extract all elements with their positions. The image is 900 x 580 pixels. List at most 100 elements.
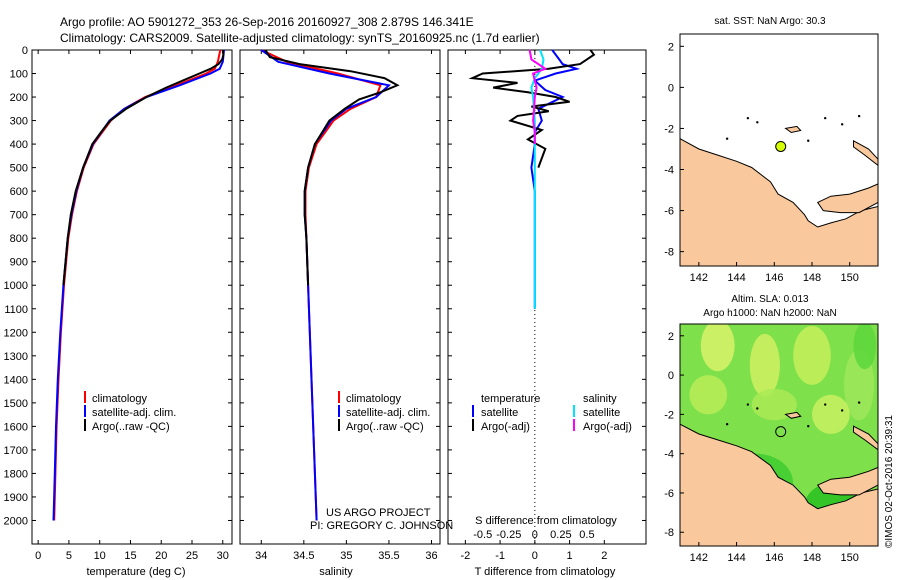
y-tick-label: -8 [664, 527, 674, 539]
series-line [528, 49, 548, 145]
project-credit: US ARGO PROJECT [326, 507, 431, 519]
y-tick-label: 1900 [4, 492, 28, 504]
difference-xlabel-top: S difference from climatology [475, 515, 617, 527]
x-tick-label: 36 [425, 550, 437, 562]
y-tick-label: -4 [664, 165, 674, 177]
y-tick-label: 0 [668, 82, 674, 94]
map-frame [679, 33, 879, 267]
legend-group-temperature: temperature [481, 393, 540, 405]
land-new-ireland [853, 139, 878, 167]
sla-anomaly-blob [749, 333, 780, 397]
y-tick-label: -6 [664, 206, 674, 218]
x-tick-label: 35 [340, 550, 352, 562]
y-tick-label: 1800 [4, 468, 28, 480]
x-tick-label: 0 [35, 550, 41, 562]
y-tick-label: 600 [10, 186, 28, 198]
land-new-ireland [853, 425, 878, 451]
sla-anomaly-blob [700, 324, 735, 372]
plot-frame [31, 49, 233, 545]
series-line [53, 49, 222, 521]
legend-label-t-satellite: satellite [481, 407, 518, 419]
series-line [260, 49, 392, 521]
title-line-1: Argo profile: AO 5901272_353 26-Sep-2016… [60, 15, 474, 29]
sla-anomaly-blob [853, 324, 877, 370]
sst-map-title: sat. SST: NaN Argo: 30.3 [714, 16, 826, 27]
y-tick-label: -6 [664, 488, 674, 500]
land-new-britain [816, 466, 878, 496]
y-tick-label: 1000 [4, 280, 28, 292]
islet [746, 116, 750, 120]
land-new-guinea [680, 138, 878, 266]
islet [807, 139, 810, 142]
islet [807, 424, 810, 428]
y-tick-label: 800 [10, 233, 28, 245]
legend-label-satellite: satellite-adj. clim. [92, 407, 176, 419]
y-tick-label: 500 [10, 163, 28, 175]
x-tick-label: 10 [94, 550, 106, 562]
y-tick-label: 1700 [4, 445, 28, 457]
x-tick-label-top: -0.25 [496, 529, 521, 541]
argo-float-marker [775, 140, 787, 152]
sla-map-panel: 142 144 146 148 150 2 0 -2 -4 -6 -8 [664, 323, 879, 564]
land-manus [784, 411, 802, 419]
islet [725, 422, 729, 426]
y-tick-label: -2 [664, 123, 674, 135]
x-tick-label: 144 [727, 272, 745, 284]
y-tick-label: 100 [10, 69, 28, 81]
x-tick-label: 146 [765, 552, 783, 564]
y-tick-label: 0 [22, 45, 28, 57]
y-tick-label: -2 [664, 409, 674, 421]
salinity-legend: climatology satellite-adj. clim. Argo(..… [338, 391, 430, 433]
x-tick-label: 148 [803, 272, 821, 284]
x-tick-label: 34 [255, 550, 267, 562]
legend-label-climatology: climatology [346, 393, 402, 405]
x-tick-label: 142 [690, 552, 708, 564]
x-tick-label: 15 [124, 550, 136, 562]
x-tick-label: -1 [495, 550, 505, 562]
islet [840, 123, 844, 126]
sla-map-subtitle: Argo h1000: NaN h2000: NaN [703, 308, 836, 319]
plot-frame [447, 49, 647, 545]
x-tick-label: -2 [460, 550, 470, 562]
series-line [468, 49, 596, 168]
sst-map-panel: 142 144 146 148 150 2 0 -2 -4 -6 -8 [664, 33, 879, 284]
y-tick-label: 1100 [4, 304, 28, 316]
x-tick-label: 35.5 [378, 550, 399, 562]
islet [824, 403, 827, 406]
y-tick-label: 1600 [4, 421, 28, 433]
y-tick-label: -8 [664, 247, 674, 259]
y-tick-label: 2 [668, 331, 674, 343]
difference-xlabel-bottom: T difference from climatology [475, 566, 616, 578]
series-line [530, 49, 545, 309]
y-tick-label: 1300 [4, 351, 28, 363]
temperature-legend: climatology satellite-adj. clim. Argo(..… [84, 391, 176, 433]
sla-anomaly-blob [812, 394, 850, 435]
islet [725, 137, 729, 140]
temperature-panel: 0100200300400500600700800900100011001200… [4, 45, 233, 562]
sla-anomaly-blob [751, 388, 797, 421]
series-line [62, 49, 225, 286]
map-content [680, 324, 878, 546]
islet [756, 407, 759, 410]
islet [857, 401, 861, 404]
y-tick-label: 0 [668, 370, 674, 382]
islet [840, 409, 844, 412]
legend-group-salinity: salinity [583, 393, 617, 405]
sla-anomaly-blob [793, 325, 831, 385]
series-line [260, 49, 382, 521]
legend-label-t-argo: Argo(-adj) [481, 421, 530, 433]
map-frame [679, 323, 879, 547]
y-tick-label: 2000 [4, 515, 28, 527]
land-manus [784, 125, 802, 134]
islet [824, 116, 827, 120]
x-tick-label: 142 [690, 272, 708, 284]
y-tick-label: 300 [10, 116, 28, 128]
series-line [52, 49, 225, 521]
y-tick-label: 400 [10, 139, 28, 151]
legend-label-s-argo: Argo(-adj) [583, 421, 632, 433]
x-tick-label: 20 [155, 550, 167, 562]
x-tick-label: 34.5 [293, 550, 314, 562]
x-tick-label: 150 [841, 552, 859, 564]
